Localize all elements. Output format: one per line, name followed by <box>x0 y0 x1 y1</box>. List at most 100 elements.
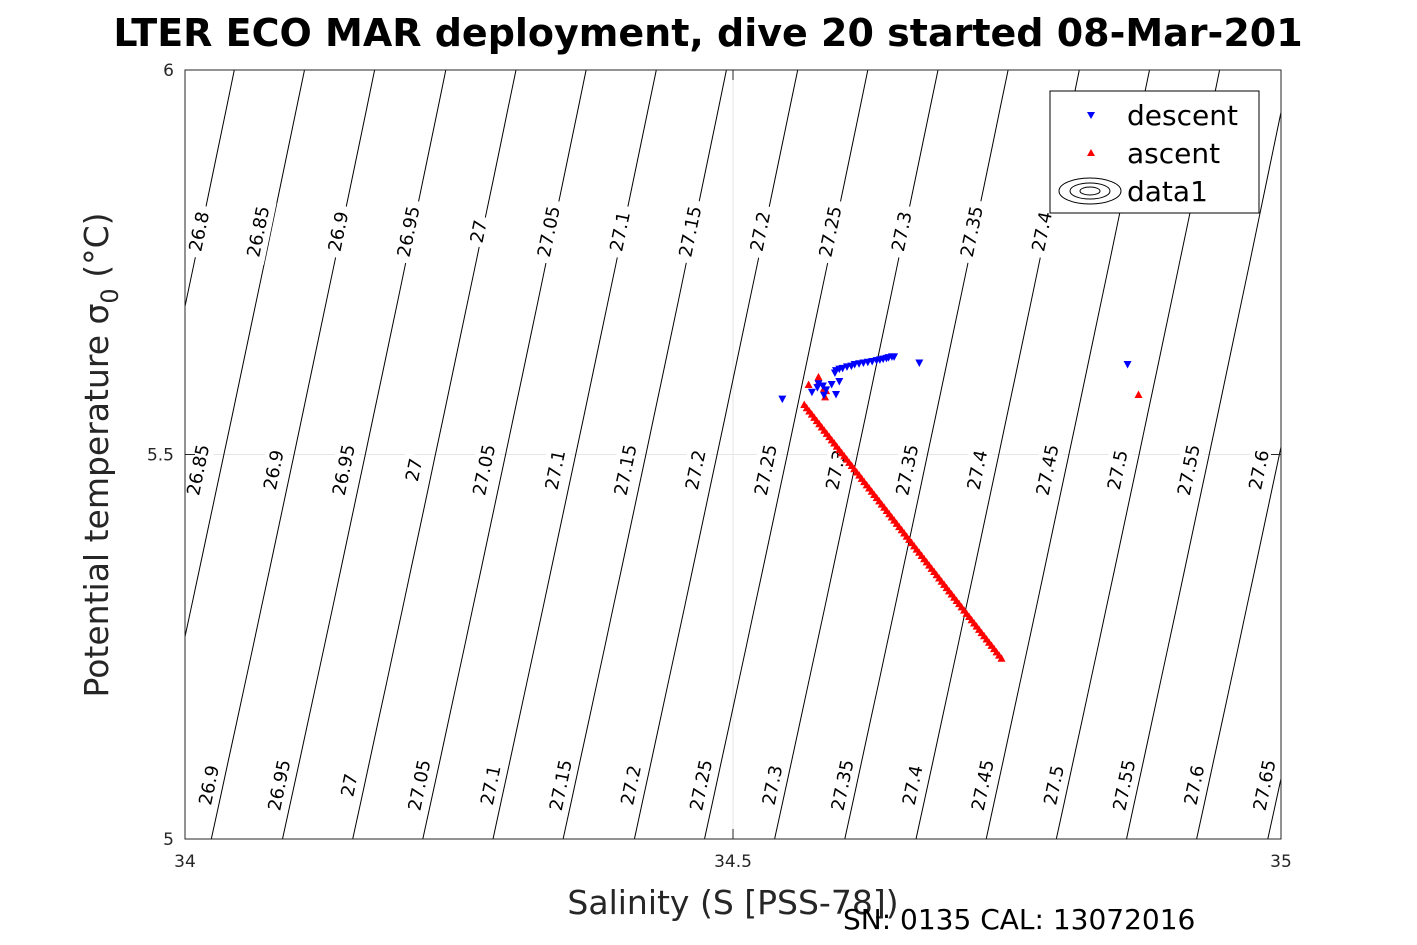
x-tick-label: 35 <box>1270 852 1292 872</box>
ascent-point <box>804 380 813 389</box>
contour-label-bg <box>603 203 638 260</box>
contour-label-bg <box>812 198 849 265</box>
x-axis-label: Salinity (S [PSS-78]) <box>567 883 898 922</box>
contour-label-text: 27 <box>402 457 427 484</box>
density-contour-line <box>1267 776 1281 839</box>
contour-label: 27 <box>399 452 429 488</box>
contour-label-bg <box>678 442 713 498</box>
descent-point <box>822 386 831 394</box>
density-contour-line <box>562 70 727 839</box>
descent-point <box>835 377 844 386</box>
contour-label: 26.9 <box>192 757 227 814</box>
descent-point <box>814 380 823 388</box>
y-axis-label-subscript: 0 <box>96 288 124 303</box>
y-axis-label-unit: (°C) <box>77 213 116 289</box>
contour-label-bg <box>1106 751 1143 819</box>
contour-label-bg <box>261 751 298 819</box>
contour-label-text: 27 <box>337 772 362 799</box>
y-tick-label: 6 <box>163 61 174 81</box>
density-contour-line <box>185 70 235 309</box>
descent-point <box>890 353 899 361</box>
contour-label: 27 <box>334 768 365 803</box>
density-contour-line <box>185 70 305 639</box>
legend-box <box>1049 90 1260 214</box>
legend: descent ascent data1 <box>1049 90 1260 214</box>
legend-data1-label: data1 <box>1127 175 1208 208</box>
contour-label-bg <box>743 203 778 260</box>
ascent-series <box>800 372 1143 662</box>
contour-label-bg <box>240 198 277 265</box>
ascent-point <box>1134 390 1143 399</box>
contour-label: 27.25 <box>683 751 720 819</box>
contour-label: 26.8 <box>182 203 217 260</box>
legend-ascent-marker <box>1087 149 1095 156</box>
descent-point <box>838 364 847 373</box>
contour-label-bg <box>884 203 919 260</box>
descent-point <box>915 359 924 367</box>
descent-point <box>827 381 836 389</box>
density-contour-line <box>492 70 657 839</box>
contour-label-bg <box>1170 436 1208 504</box>
contour-label: 27.2 <box>614 757 649 814</box>
contour-label-bg <box>1025 203 1060 260</box>
contour-label: 27.5 <box>1037 757 1072 814</box>
contour-label-bg <box>672 198 709 265</box>
contour-label-bg <box>401 751 438 819</box>
density-contour-line <box>1126 109 1281 839</box>
contour-label-bg <box>321 203 356 260</box>
legend-descent-marker <box>1087 112 1095 119</box>
contour-label-bg <box>960 442 995 498</box>
contour-label: 27.35 <box>889 436 926 504</box>
contour-label-bg <box>530 198 568 265</box>
chart-title: LTER ECO MAR deployment, dive 20 started… <box>113 11 1302 55</box>
x-tick-label: 34 <box>174 852 196 872</box>
y-tick-label: 5.5 <box>147 446 174 466</box>
contour-label: 27.6 <box>1242 442 1277 498</box>
density-contours <box>185 70 1281 839</box>
contour-label-bg <box>473 757 508 814</box>
contour-label-text: 27 <box>467 218 492 245</box>
contour-label-bg <box>614 757 649 814</box>
y-axis-label-symbol: σ <box>77 304 116 325</box>
density-contour-line <box>210 70 376 839</box>
density-contour-line <box>704 70 869 839</box>
density-contour-line <box>352 70 517 839</box>
contour-label: 26.9 <box>321 203 356 260</box>
contour-label-bg <box>182 203 217 260</box>
contour-label: 27.4 <box>895 757 930 814</box>
contour-label-bg <box>747 436 785 504</box>
density-contour-line <box>774 70 939 839</box>
y-tick-label: 5 <box>163 830 174 850</box>
contour-label-bg <box>895 757 930 814</box>
descent-series <box>778 353 1132 404</box>
descent-point <box>807 388 816 397</box>
descent-point <box>778 395 787 404</box>
contour-label-bg <box>1100 442 1135 498</box>
density-contour-line <box>844 70 1009 839</box>
contour-label-bg <box>192 757 227 814</box>
contour-label-bg <box>1037 757 1072 814</box>
contour-label-bg <box>538 442 573 498</box>
contour-label-bg <box>334 768 365 803</box>
contour-label-bg <box>1242 442 1277 498</box>
legend-descent-label: descent <box>1127 99 1238 132</box>
descent-point <box>818 382 827 391</box>
density-contour-line <box>282 70 447 839</box>
y-axis-label: Potential temperature σ0 (°C) <box>77 213 124 698</box>
density-contour-line <box>633 70 799 839</box>
contour-label-bg <box>1029 436 1066 504</box>
axis-ticks: 34 34.5 35 5 5.5 6 <box>147 61 1292 872</box>
ascent-point <box>997 654 1006 662</box>
contour-label-bg <box>964 751 1002 819</box>
contour-label-bg <box>180 436 217 504</box>
grid-lines <box>185 70 1281 839</box>
contour-label-bg <box>399 452 429 488</box>
y-axis-label-main: Potential temperature <box>77 325 116 698</box>
density-contour-line <box>422 70 587 839</box>
contour-label-bg <box>1177 757 1212 814</box>
contour-label-bg <box>889 436 926 504</box>
ascent-point <box>814 372 823 381</box>
legend-ascent-label: ascent <box>1127 137 1220 170</box>
contour-label-bg <box>256 442 291 498</box>
x-tick-label: 34.5 <box>714 852 752 872</box>
